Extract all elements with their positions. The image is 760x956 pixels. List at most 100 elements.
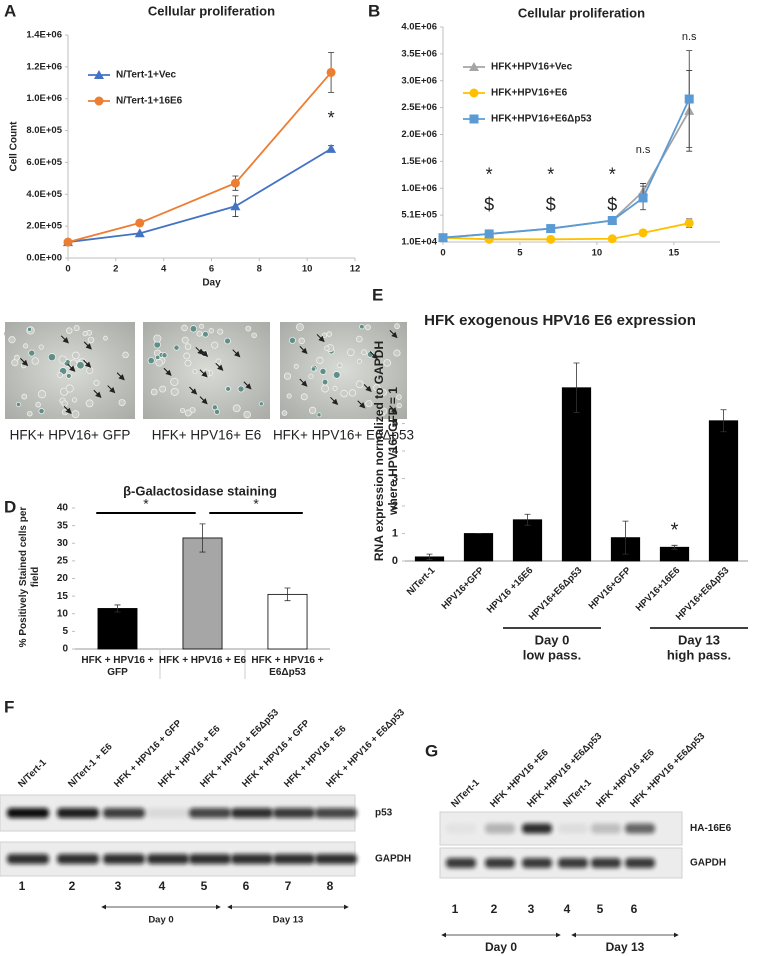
x-tick-label: HFK + HPV16 + E6 <box>158 655 247 666</box>
y-tick-label: 25 <box>57 556 69 567</box>
cell <box>348 389 357 397</box>
cell <box>21 393 28 400</box>
blot-band <box>591 823 621 834</box>
micrograph-bg <box>5 322 135 419</box>
lane-number: 8 <box>327 879 334 893</box>
point <box>684 218 694 228</box>
series-line <box>67 71 332 243</box>
lane-number: 7 <box>285 879 292 893</box>
cell <box>71 351 80 360</box>
x-tick-label: HFK + HPV16 + E6Δp53 <box>251 655 324 678</box>
cell <box>159 385 167 393</box>
cell <box>71 397 78 403</box>
cell <box>355 335 363 343</box>
arrow <box>195 346 204 356</box>
blot-band <box>273 808 315 818</box>
blot-band <box>446 858 476 868</box>
cell <box>298 337 305 345</box>
cell <box>332 371 341 379</box>
lane-label: N/Tert-1 <box>16 757 49 790</box>
cell <box>286 393 292 399</box>
blot-band <box>147 854 189 864</box>
y-tick-label: 3.0E+06 <box>401 75 437 86</box>
point <box>484 229 494 239</box>
cell <box>85 399 94 408</box>
lane-label: HFK +HPV16 +E6 <box>594 747 657 810</box>
cell <box>293 363 299 369</box>
arrow <box>199 396 208 405</box>
group-label: Day 0 <box>535 632 570 647</box>
cell <box>308 373 314 379</box>
point <box>134 228 145 238</box>
blot-band <box>273 854 315 864</box>
cell <box>57 372 64 378</box>
lane-label: HFK + HPV16 + E6Δp53 <box>324 707 407 790</box>
blot-band <box>591 858 621 868</box>
panel-label: E <box>372 285 383 304</box>
cell <box>211 404 218 411</box>
cell <box>394 323 400 330</box>
panel-label: A <box>4 1 16 20</box>
cell <box>396 402 402 409</box>
arrow <box>107 385 116 394</box>
cell <box>173 344 180 351</box>
blot-band <box>103 854 145 864</box>
y-tick-label: 15 <box>57 591 69 602</box>
cell <box>295 323 304 332</box>
cell <box>35 401 41 408</box>
cell <box>147 357 155 365</box>
cell <box>217 328 224 335</box>
chart-title: β-Galactosidase staining <box>123 483 277 498</box>
cell <box>76 361 85 370</box>
lane-number: 3 <box>528 902 535 916</box>
arrow <box>199 369 208 378</box>
y-tick-label: 1.0E+04 <box>401 237 437 248</box>
cell <box>28 349 36 357</box>
blot-band <box>558 823 588 834</box>
y-tick-label: 3.5E+06 <box>401 48 437 59</box>
cell <box>103 335 108 341</box>
group-label: low pass. <box>523 647 582 662</box>
legend-label: HFK+HPV16+Vec <box>491 62 573 73</box>
cell <box>281 410 288 416</box>
cell <box>258 401 264 407</box>
blot-band <box>103 808 145 818</box>
x-tick-label: 5 <box>517 248 523 259</box>
cell <box>326 331 333 337</box>
cell <box>332 385 338 391</box>
point <box>638 228 648 238</box>
y-tick-label: 4.0E+06 <box>401 22 437 33</box>
cell <box>161 352 168 359</box>
panel-label: B <box>368 1 380 20</box>
x-tick-label: HFK + HPV16 + GFP <box>81 655 154 678</box>
blot-band <box>315 854 357 864</box>
y-tick-label: 3 <box>392 472 398 484</box>
band-label: HA-16E6 <box>690 823 732 834</box>
y-axis-label: Cell Count <box>9 121 20 172</box>
point <box>607 216 617 225</box>
cell <box>170 377 179 386</box>
point <box>326 67 336 77</box>
arrow <box>215 362 224 371</box>
blot-band <box>485 823 515 834</box>
point <box>607 234 617 244</box>
cell <box>316 356 324 364</box>
series-line <box>442 222 690 241</box>
legend-marker <box>94 70 104 79</box>
cell <box>321 332 328 338</box>
lane-number: 3 <box>115 879 122 893</box>
panel-label: G <box>425 741 438 760</box>
cell <box>38 408 45 415</box>
bar <box>463 533 494 562</box>
micrograph <box>280 322 407 419</box>
series-line <box>442 110 691 239</box>
cell <box>181 324 188 332</box>
cell <box>396 394 402 400</box>
band-label: GAPDH <box>375 854 411 865</box>
x-axis-label: Day <box>202 278 221 289</box>
error-bar <box>671 544 678 550</box>
y-axis-label: % Positively Stained cells per field <box>18 506 41 647</box>
legend-label: HFK+HPV16+E6Δp53 <box>491 114 592 125</box>
y-tick-label: 40 <box>57 503 69 514</box>
x-tick-label: 0 <box>440 248 445 259</box>
